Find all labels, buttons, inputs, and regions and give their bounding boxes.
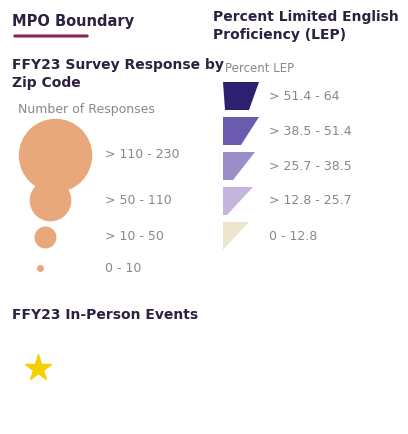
Text: Percent LEP: Percent LEP bbox=[225, 62, 294, 75]
Text: FFY23 In-Person Events: FFY23 In-Person Events bbox=[12, 308, 198, 322]
Text: Percent Limited English
Proficiency (LEP): Percent Limited English Proficiency (LEP… bbox=[213, 10, 399, 42]
Text: > 25.7 - 38.5: > 25.7 - 38.5 bbox=[269, 160, 352, 172]
Text: > 50 - 110: > 50 - 110 bbox=[105, 194, 172, 207]
Polygon shape bbox=[223, 117, 259, 145]
Text: 0 - 10: 0 - 10 bbox=[105, 262, 142, 274]
Polygon shape bbox=[223, 82, 259, 110]
Text: > 110 - 230: > 110 - 230 bbox=[105, 148, 180, 161]
Text: > 51.4 - 64: > 51.4 - 64 bbox=[269, 89, 339, 102]
Polygon shape bbox=[223, 222, 249, 250]
Text: FFY23 Survey Response by
Zip Code: FFY23 Survey Response by Zip Code bbox=[12, 58, 224, 90]
Polygon shape bbox=[223, 187, 253, 215]
Text: MPO Boundary: MPO Boundary bbox=[12, 14, 134, 29]
Text: Number of Responses: Number of Responses bbox=[18, 103, 155, 116]
Polygon shape bbox=[223, 152, 255, 180]
Text: > 10 - 50: > 10 - 50 bbox=[105, 230, 164, 243]
Text: > 38.5 - 51.4: > 38.5 - 51.4 bbox=[269, 125, 352, 138]
Point bbox=[42, 233, 48, 240]
Text: 0 - 12.8: 0 - 12.8 bbox=[269, 230, 317, 243]
Point bbox=[47, 197, 53, 204]
Text: > 12.8 - 25.7: > 12.8 - 25.7 bbox=[269, 194, 352, 207]
Point bbox=[52, 151, 58, 158]
Point bbox=[37, 265, 43, 272]
